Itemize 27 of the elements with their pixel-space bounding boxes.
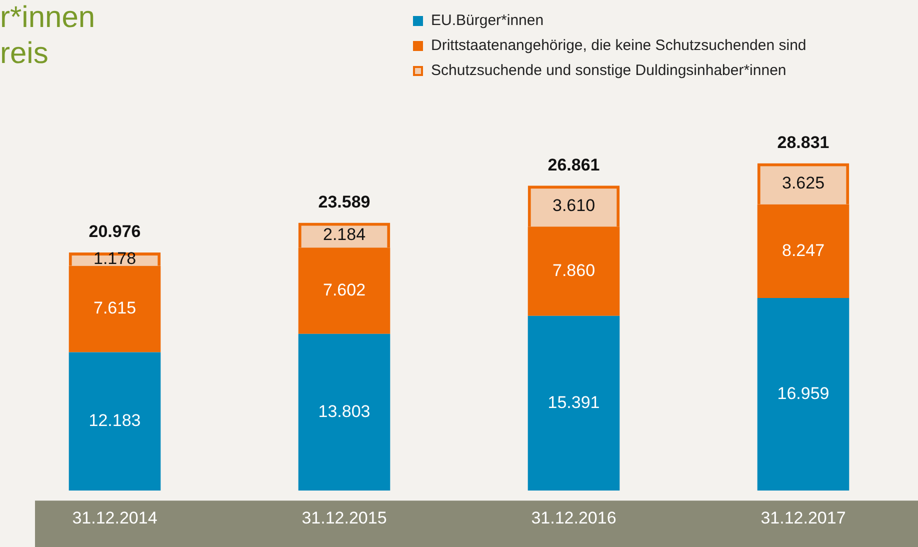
- x-tick-label: 31.12.2015: [302, 508, 387, 528]
- data-label: 15.391: [548, 392, 600, 412]
- legend-label: Drittstaatenangehörige, die keine Schutzsuchenden sind: [431, 37, 806, 54]
- x-tick-label: 31.12.2014: [72, 508, 158, 528]
- total-label: 28.831: [777, 132, 830, 152]
- data-label: 12.183: [88, 411, 141, 430]
- bar: [528, 316, 620, 491]
- data-label: 7.615: [93, 298, 136, 318]
- bar: [757, 298, 850, 491]
- legend-label: EU.Bürger*innen: [431, 12, 544, 29]
- total-label: 23.589: [318, 192, 370, 212]
- data-label: 7.602: [322, 280, 366, 300]
- total-label: 20.976: [88, 222, 141, 242]
- data-label: 7.860: [552, 260, 596, 280]
- data-label: 16.959: [777, 384, 830, 404]
- data-label: 3.610: [552, 196, 596, 215]
- x-tick-label: 31.12.2017: [760, 508, 846, 528]
- data-label: 3.625: [782, 174, 825, 193]
- data-label: 2.184: [322, 224, 366, 244]
- data-label: 8.247: [782, 240, 825, 260]
- x-tick-label: 31.12.2016: [531, 508, 616, 528]
- data-label: 13.803: [318, 402, 370, 421]
- total-label: 26.861: [548, 155, 600, 174]
- chart-title: r*innen reis: [0, 0, 96, 72]
- bar: [298, 334, 390, 491]
- legend-label: Schutzsuchende und sonstige Duldingsinhaber*innen: [431, 62, 786, 79]
- bar: [68, 352, 161, 491]
